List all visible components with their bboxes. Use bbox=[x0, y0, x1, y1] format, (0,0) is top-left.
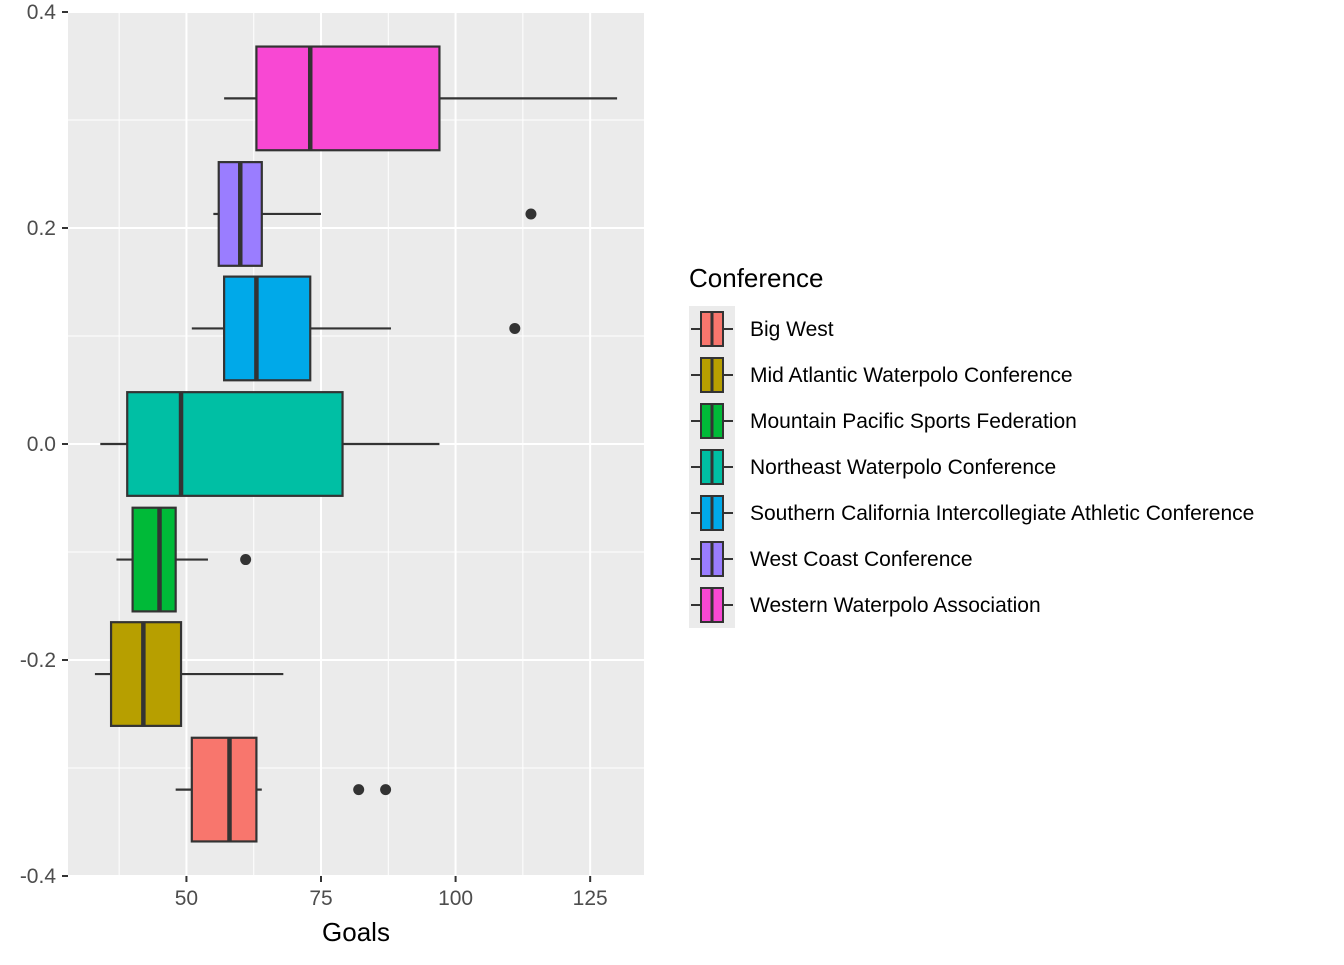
legend-item: Mountain Pacific Sports Federation bbox=[691, 403, 1077, 439]
legend-item: Western Waterpolo Association bbox=[691, 587, 1041, 623]
legend-item: Mid Atlantic Waterpolo Conference bbox=[691, 357, 1073, 393]
outlier-point bbox=[380, 784, 392, 796]
outlier-point bbox=[353, 784, 365, 796]
legend-label: West Coast Conference bbox=[750, 548, 973, 571]
box bbox=[126, 391, 344, 497]
legend: Conference Big West Mid Atlantic Waterpol… bbox=[689, 263, 1254, 628]
legend-label: Big West bbox=[750, 318, 834, 341]
boxplot-big-west bbox=[175, 736, 392, 843]
x-tick-label: 100 bbox=[438, 887, 473, 910]
x-tick-label: 75 bbox=[309, 887, 332, 910]
boxplot-northeast-waterpolo-conference bbox=[100, 391, 440, 497]
box bbox=[109, 621, 183, 727]
legend-title: Conference bbox=[689, 263, 823, 293]
legend-label: Southern California Intercollegiate Athl… bbox=[750, 502, 1254, 525]
y-tick-label: 0.0 bbox=[27, 433, 56, 456]
legend-item: Big West bbox=[691, 311, 834, 347]
box bbox=[190, 736, 258, 843]
legend-item: Southern California Intercollegiate Athl… bbox=[691, 495, 1254, 531]
x-tick-label: 50 bbox=[175, 887, 198, 910]
boxplot-western-waterpolo-association bbox=[224, 45, 618, 152]
x-axis-title: Goals bbox=[322, 917, 390, 947]
boxplot-mid-atlantic-waterpolo-conference bbox=[94, 621, 284, 727]
x-tick-label: 125 bbox=[573, 887, 608, 910]
boxplot-mountain-pacific-sports-federation bbox=[116, 506, 252, 613]
boxes bbox=[94, 45, 618, 843]
outlier-point bbox=[240, 554, 252, 566]
outlier-point bbox=[509, 322, 521, 334]
legend-label: Western Waterpolo Association bbox=[750, 594, 1041, 617]
box bbox=[255, 45, 441, 152]
boxplot-southern-california-intercollegiate-athletic-conference bbox=[191, 275, 521, 382]
y-tick-label: 0.4 bbox=[27, 1, 57, 24]
boxplot-west-coast-conference bbox=[213, 161, 537, 267]
box bbox=[131, 506, 177, 613]
legend-label: Mountain Pacific Sports Federation bbox=[750, 410, 1077, 433]
outlier-point bbox=[525, 208, 537, 220]
y-tick-label: -0.2 bbox=[20, 649, 56, 672]
y-tick-label: -0.4 bbox=[20, 865, 57, 888]
y-tick-label: 0.2 bbox=[27, 217, 56, 240]
box bbox=[223, 275, 312, 382]
legend-label: Mid Atlantic Waterpolo Conference bbox=[750, 364, 1073, 387]
legend-label: Northeast Waterpolo Conference bbox=[750, 456, 1056, 479]
legend-item: West Coast Conference bbox=[691, 541, 973, 577]
legend-item: Northeast Waterpolo Conference bbox=[691, 449, 1056, 485]
axes: 50 75 100 125 -0.4 -0.2 0.0 0.2 0.4 bbox=[20, 1, 608, 910]
